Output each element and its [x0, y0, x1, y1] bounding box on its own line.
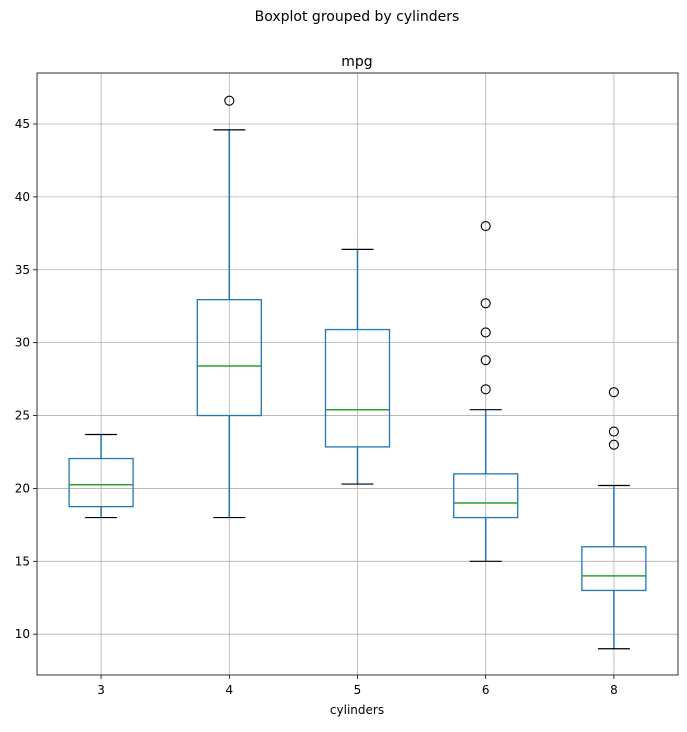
chart-title: mpg: [341, 54, 372, 70]
boxes-layer: [68, 95, 647, 650]
outlier-point: [480, 384, 491, 395]
box-group-8: [581, 387, 647, 650]
box-group-3: [68, 433, 134, 519]
outlier-point: [480, 327, 491, 338]
outlier-point: [608, 426, 619, 437]
y-axis: 10 15 20 25 30 35 40 45: [15, 117, 37, 641]
x-tick-label: 8: [610, 683, 618, 697]
x-tick-label: 4: [225, 683, 233, 697]
y-tick-label: 20: [15, 481, 30, 495]
y-tick-label: 45: [15, 117, 30, 131]
x-tick-label: 3: [97, 683, 105, 697]
box-group-6: [453, 221, 519, 562]
chart-suptitle: Boxplot grouped by cylinders: [255, 9, 460, 25]
outlier-point: [224, 95, 235, 106]
box: [196, 299, 262, 417]
y-tick-label: 35: [15, 263, 30, 277]
x-axis-label: cylinders: [330, 703, 384, 717]
y-tick-label: 10: [15, 627, 30, 641]
y-tick-label: 40: [15, 190, 30, 204]
x-tick-label: 5: [354, 683, 362, 697]
box: [581, 546, 647, 592]
box-group-5: [324, 248, 391, 485]
box-group-4: [196, 95, 262, 519]
y-tick-label: 25: [15, 409, 30, 423]
x-axis: 3 4 5 6 8: [97, 675, 618, 697]
outlier-point: [608, 387, 619, 398]
box: [324, 328, 391, 448]
outlier-point: [480, 355, 491, 366]
outlier-point: [480, 221, 491, 232]
x-tick-label: 6: [482, 683, 490, 697]
y-tick-label: 15: [15, 554, 30, 568]
y-tick-label: 30: [15, 336, 30, 350]
box: [453, 473, 519, 519]
outlier-point: [608, 439, 619, 450]
box: [68, 457, 134, 508]
outlier-point: [480, 298, 491, 309]
